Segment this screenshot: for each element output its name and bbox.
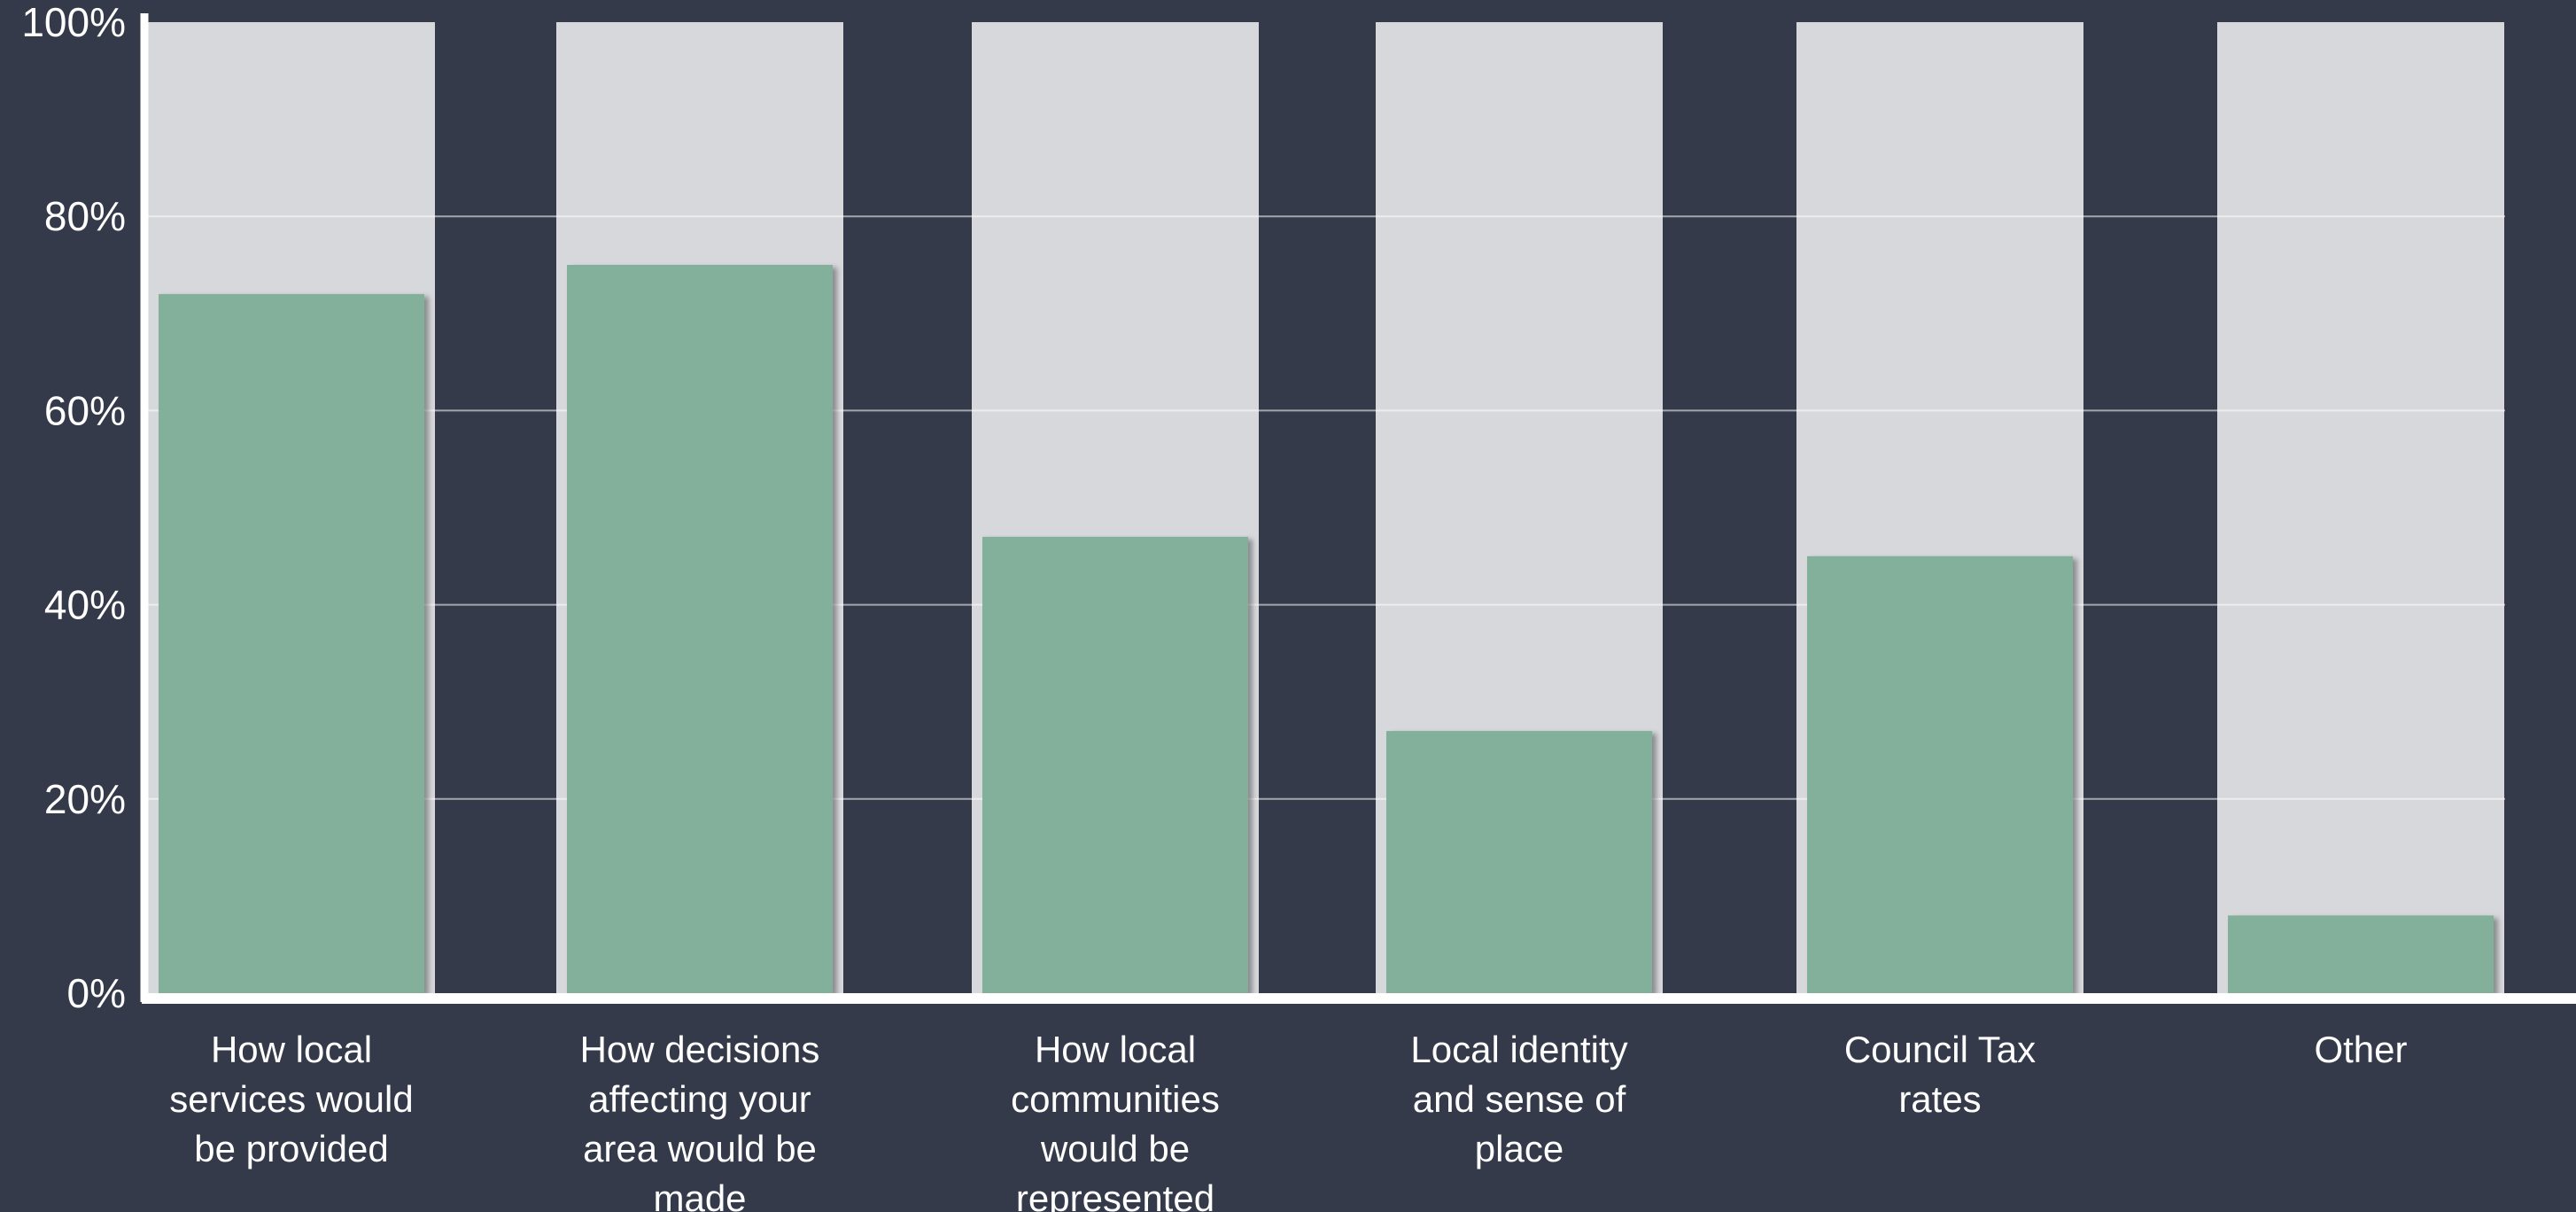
y-tick-label-100: 100% (21, 0, 126, 45)
y-tick-label-60: 60% (44, 387, 126, 433)
bar-2 (982, 536, 1248, 993)
bar-1 (567, 265, 833, 993)
bar-0 (159, 293, 424, 993)
bar-3 (1386, 731, 1652, 993)
x-tick-label-1: How decisions affecting your area would … (579, 1029, 820, 1212)
x-tick-label-5: Other (2314, 1029, 2408, 1070)
x-tick-label-0: How local services would be provided (169, 1029, 414, 1169)
y-tick-label-40: 40% (44, 582, 126, 628)
bar-track-5 (2217, 22, 2504, 993)
y-tick-label-80: 80% (44, 193, 126, 239)
x-tick-label-3: Local identity and sense of place (1410, 1029, 1628, 1169)
bar-4 (1807, 556, 2073, 993)
y-tick-label-0: 0% (67, 970, 126, 1016)
y-tick-label-20: 20% (44, 776, 126, 822)
x-tick-label-4: Council Tax rates (1843, 1029, 2037, 1120)
bar-5 (2228, 915, 2494, 993)
x-tick-label-2: How local communities would be represent… (1011, 1029, 1220, 1212)
